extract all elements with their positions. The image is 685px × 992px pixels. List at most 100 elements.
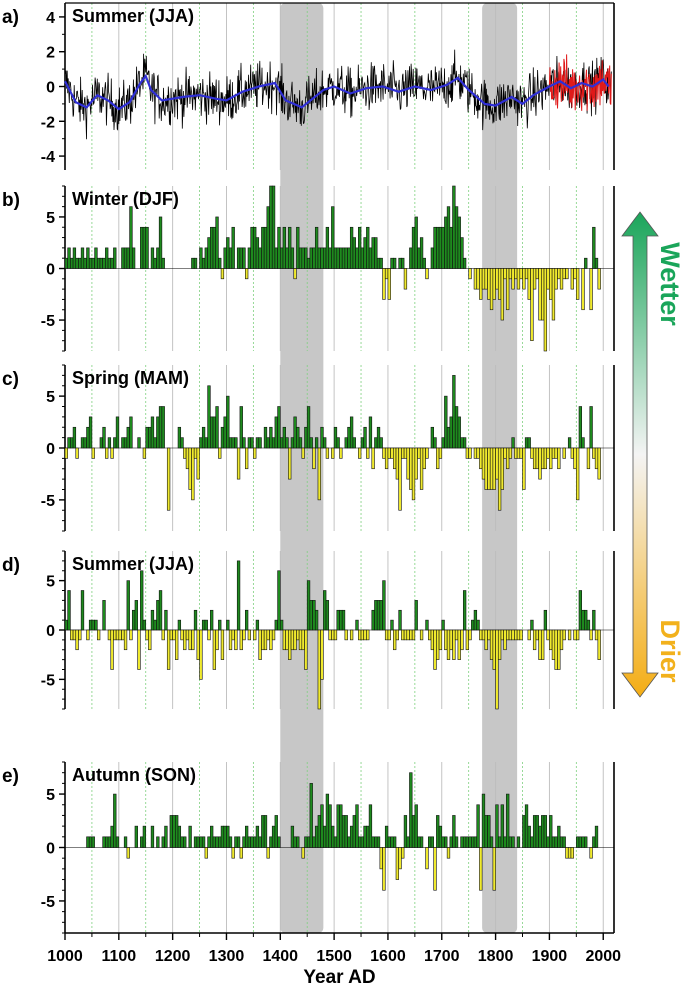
wet-bar-1515 — [341, 247, 346, 269]
wet-bar-1200 — [172, 815, 176, 848]
wet-bar-1165 — [153, 257, 157, 269]
dry-bar-1915 — [557, 629, 561, 670]
wet-bar-1475 — [320, 247, 324, 269]
wet-bar-1840 — [516, 836, 521, 848]
dry-bar-1890 — [543, 268, 548, 352]
wet-bar-1270 — [210, 825, 214, 848]
y-tick-label: -4 — [41, 149, 55, 166]
wet-bar-1960 — [581, 836, 585, 848]
wet-bar-1730 — [457, 216, 461, 269]
wet-bar-1570 — [371, 609, 375, 631]
wet-bar-1960 — [581, 437, 585, 449]
dry-bar-1825 — [508, 629, 513, 641]
dry-bar-1625 — [401, 847, 405, 859]
wet-bar-1700 — [441, 836, 445, 848]
dry-bar-1770 — [479, 629, 483, 641]
wet-bar-1970 — [586, 619, 591, 631]
dry-bar-1095 — [115, 629, 120, 641]
dry-bar-1790 — [489, 629, 494, 660]
dry-bar-1795 — [492, 447, 496, 490]
wet-bar-1385 — [271, 437, 276, 449]
dry-bar-1590 — [382, 447, 386, 459]
dry-bar-1990 — [597, 268, 601, 290]
dry-bar-1835 — [514, 268, 518, 280]
dry-bar-1360 — [258, 629, 262, 660]
wet-bar-1345 — [250, 437, 254, 449]
wet-bar-1955 — [578, 406, 583, 449]
dry-bar-1805 — [497, 447, 502, 511]
dry-bar-1190 — [166, 447, 171, 511]
dry-bar-1245 — [196, 447, 200, 480]
wet-bar-1350 — [253, 226, 257, 269]
wet-bar-1965 — [584, 609, 588, 631]
wet-bar-1380 — [269, 185, 273, 269]
dry-bar-1500 — [333, 629, 338, 641]
wet-bar-1565 — [368, 804, 373, 848]
wet-bar-1045 — [88, 416, 93, 449]
wet-bar-1240 — [193, 836, 198, 848]
y-tick-label: -5 — [41, 894, 55, 911]
wet-bar-1950 — [576, 836, 580, 848]
dry-bar-1630 — [403, 629, 408, 641]
wet-bar-1460 — [312, 600, 316, 631]
dry-bar-1835 — [514, 629, 518, 641]
wet-bar-1170 — [156, 600, 160, 631]
wet-bar-1040 — [86, 836, 90, 848]
wet-bar-1340 — [247, 836, 251, 848]
wet-bar-1400 — [279, 619, 284, 631]
dry-bar-1850 — [522, 268, 526, 290]
dry-bar-1920 — [559, 629, 564, 651]
wet-bar-1855 — [524, 804, 529, 848]
wet-bar-1145 — [142, 825, 147, 848]
wet-bar-1355 — [255, 619, 260, 631]
wet-bar-1175 — [158, 216, 163, 269]
wet-bar-1110 — [123, 836, 128, 848]
wet-bar-1240 — [193, 257, 198, 269]
dry-bar-1845 — [519, 447, 523, 459]
wet-bar-1330 — [242, 247, 246, 269]
wet-bar-1395 — [277, 406, 281, 449]
dry-bar-1900 — [549, 268, 553, 300]
wet-bar-1020 — [75, 257, 79, 269]
wet-bar-1445 — [304, 836, 308, 848]
wet-bar-1490 — [328, 247, 332, 269]
dry-bar-1225 — [185, 447, 190, 470]
wet-bar-1465 — [314, 226, 319, 269]
panel-letter: c) — [2, 369, 19, 390]
dry-bar-1375 — [266, 847, 270, 859]
wet-bar-1160 — [150, 825, 155, 848]
dry-bar-1000 — [64, 447, 68, 459]
wet-bar-1445 — [304, 426, 308, 449]
wet-bar-1905 — [551, 836, 556, 848]
wet-bar-1335 — [245, 609, 249, 631]
x-tick-label: 1100 — [101, 948, 136, 965]
dry-bar-1895 — [546, 447, 550, 459]
y-tick-label: 5 — [46, 389, 55, 406]
wet-bar-1170 — [156, 247, 160, 269]
wet-bar-1920 — [559, 836, 564, 848]
dry-bar-1970 — [586, 447, 591, 470]
wet-bar-1855 — [524, 437, 529, 449]
wet-bar-1480 — [323, 825, 327, 848]
wet-bar-1660 — [419, 237, 424, 269]
wet-bar-1455 — [309, 783, 313, 848]
dry-bar-1325 — [239, 629, 243, 651]
wet-bar-1600 — [387, 836, 391, 848]
wet-bar-1030 — [80, 437, 85, 449]
wet-bar-1420 — [290, 437, 295, 449]
y-tick-label: -5 — [41, 672, 55, 689]
wet-bar-1985 — [594, 825, 599, 848]
y-tick-label: 0 — [46, 841, 55, 858]
dry-bar-1950 — [576, 268, 580, 300]
wet-bar-1140 — [140, 226, 144, 269]
dry-bar-1330 — [242, 629, 246, 641]
wet-bar-1210 — [177, 426, 182, 449]
dry-bar-1550 — [360, 629, 365, 641]
dry-bar-1635 — [406, 629, 410, 641]
dry-bar-1760 — [473, 447, 478, 459]
x-tick-label: 1900 — [532, 948, 568, 965]
dry-bar-1865 — [530, 447, 534, 459]
dry-bar-1950 — [576, 447, 580, 501]
wet-bar-1035 — [83, 257, 87, 269]
